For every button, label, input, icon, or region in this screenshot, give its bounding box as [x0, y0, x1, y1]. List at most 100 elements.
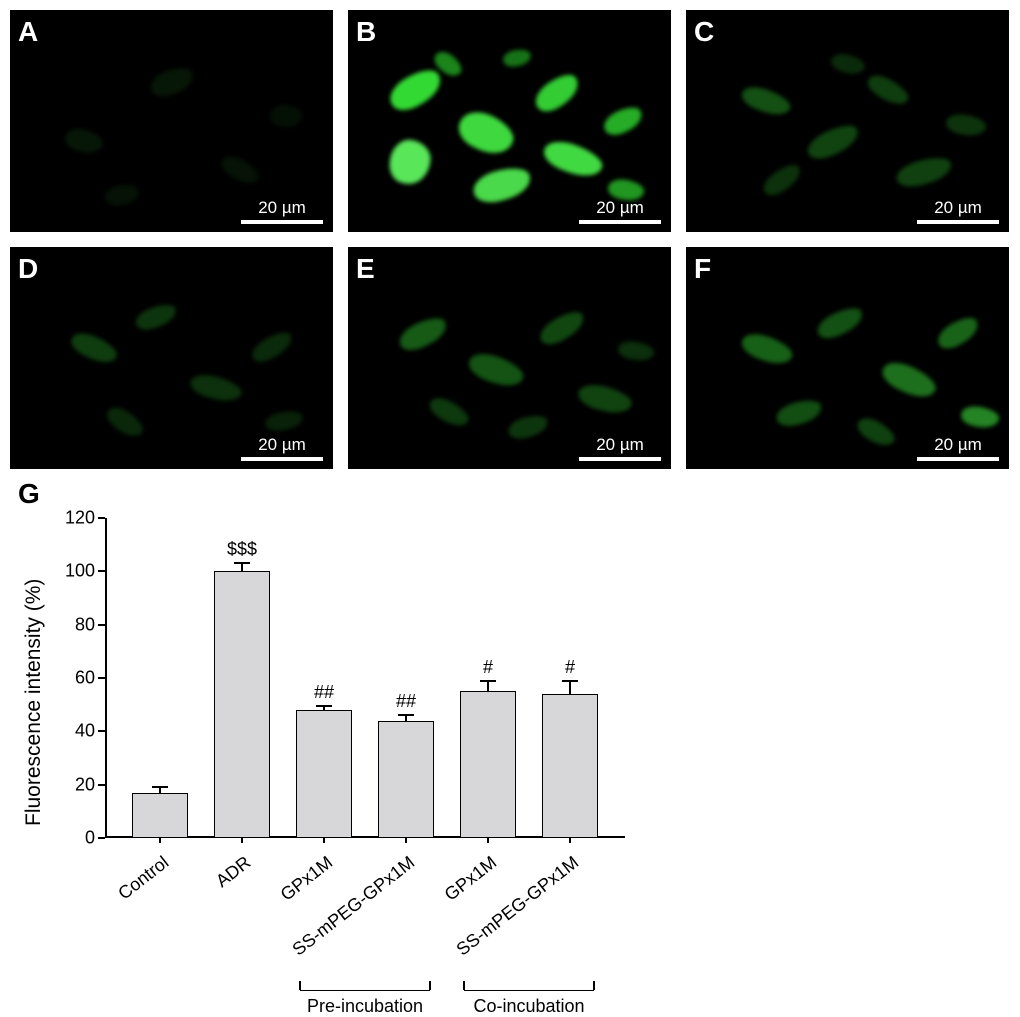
- y-tick: [98, 624, 105, 626]
- group-label: Co-incubation: [473, 996, 584, 1017]
- cell-blob: [68, 328, 121, 368]
- error-cap: [234, 562, 250, 564]
- cell-blob: [814, 303, 867, 343]
- error-cap: [316, 705, 332, 707]
- y-axis-title: Fluorescence intensity (%): [22, 579, 46, 826]
- cell-blob: [426, 393, 472, 431]
- micrograph-panel-E: E 20 µm: [348, 247, 671, 469]
- cell-blob: [269, 104, 303, 129]
- scalebar: 20 µm: [917, 198, 999, 224]
- scalebar-line: [241, 457, 323, 461]
- bar: [542, 694, 598, 838]
- scalebar-line: [917, 457, 999, 461]
- cell-blob: [803, 120, 862, 165]
- cell-blob: [465, 348, 527, 392]
- x-tick-label: Control: [34, 852, 173, 967]
- y-tick-label: 60: [75, 668, 95, 689]
- bar: [214, 571, 270, 838]
- cell-blob: [147, 63, 197, 101]
- micrograph-panel-A: A 20 µm: [10, 10, 333, 232]
- y-axis-line: [105, 518, 107, 838]
- scalebar: 20 µm: [241, 435, 323, 461]
- error-cap: [152, 786, 168, 788]
- micrograph-panel-D: D 20 µm: [10, 247, 333, 469]
- plot-area: $$$######: [105, 518, 625, 838]
- scalebar: 20 µm: [579, 198, 661, 224]
- figure-root: A20 µmB20 µmC20 µmD20 µmE20 µmF20 µm G F…: [0, 0, 1020, 1017]
- error-line: [241, 563, 243, 571]
- error-cap: [480, 680, 496, 682]
- scalebar-text: 20 µm: [241, 435, 323, 455]
- error-line: [487, 681, 489, 692]
- group-bracket-tick: [429, 981, 431, 990]
- cell-blob: [960, 404, 1001, 430]
- cell-blob: [470, 163, 534, 207]
- panel-label-C: C: [694, 16, 714, 48]
- bar-annotation: ##: [396, 691, 416, 712]
- cell-blob: [218, 151, 263, 188]
- cell-blob: [63, 125, 105, 156]
- cell-blob: [386, 137, 433, 187]
- cell-blob: [600, 103, 646, 140]
- cell-blob: [453, 105, 519, 161]
- cell-blob: [264, 409, 305, 433]
- cell-blob: [103, 402, 147, 441]
- cell-blob: [894, 153, 954, 191]
- group-bracket-tick: [463, 981, 465, 990]
- cell-blob: [530, 69, 584, 118]
- scalebar-text: 20 µm: [579, 435, 661, 455]
- group-bracket-tick: [593, 981, 595, 990]
- micrograph-panel-B: B 20 µm: [348, 10, 671, 232]
- scalebar-line: [241, 220, 323, 224]
- cell-blob: [854, 413, 899, 450]
- y-tick-label: 100: [65, 561, 95, 582]
- error-line: [569, 681, 571, 694]
- cell-blob: [536, 306, 589, 349]
- scalebar: 20 µm: [241, 198, 323, 224]
- cell-blob: [759, 160, 805, 200]
- bar: [132, 793, 188, 838]
- y-tick-label: 40: [75, 721, 95, 742]
- cell-blob: [933, 312, 982, 353]
- y-tick: [98, 730, 105, 732]
- bar: [460, 691, 516, 838]
- cell-blob: [774, 396, 824, 429]
- y-tick-label: 0: [85, 828, 95, 849]
- scalebar: 20 µm: [579, 435, 661, 461]
- cell-blob: [945, 112, 988, 139]
- cell-blob: [248, 327, 296, 366]
- scalebar: 20 µm: [917, 435, 999, 461]
- bar-chart-panel: G Fluorescence intensity (%) $$$###### 0…: [10, 478, 656, 1006]
- bar-annotation: #: [565, 657, 575, 678]
- scalebar-line: [917, 220, 999, 224]
- panel-label-B: B: [356, 16, 376, 48]
- y-tick: [98, 784, 105, 786]
- bar: [378, 721, 434, 838]
- cell-blob: [384, 63, 447, 116]
- cell-blob: [576, 380, 634, 417]
- y-tick: [98, 517, 105, 519]
- scalebar-line: [579, 220, 661, 224]
- group-bracket: [464, 990, 594, 991]
- cell-blob: [864, 70, 912, 109]
- y-tick-label: 20: [75, 774, 95, 795]
- y-tick: [98, 677, 105, 679]
- group-label: Pre-incubation: [307, 996, 423, 1017]
- panel-label-A: A: [18, 16, 38, 48]
- scalebar-text: 20 µm: [917, 435, 999, 455]
- group-bracket: [300, 990, 430, 991]
- panel-label-E: E: [356, 253, 375, 285]
- bar-annotation: ##: [314, 682, 334, 703]
- cell-blob: [502, 48, 532, 69]
- error-cap: [562, 680, 578, 682]
- micrograph-panel-C: C 20 µm: [686, 10, 1009, 232]
- y-tick-label: 120: [65, 508, 95, 529]
- bar: [296, 710, 352, 838]
- cell-blob: [739, 82, 794, 120]
- panel-label-D: D: [18, 253, 38, 285]
- cell-blob: [133, 300, 179, 333]
- cell-blob: [878, 356, 940, 403]
- y-tick: [98, 837, 105, 839]
- y-tick: [98, 570, 105, 572]
- micrograph-panel-F: F20 µm: [686, 247, 1009, 469]
